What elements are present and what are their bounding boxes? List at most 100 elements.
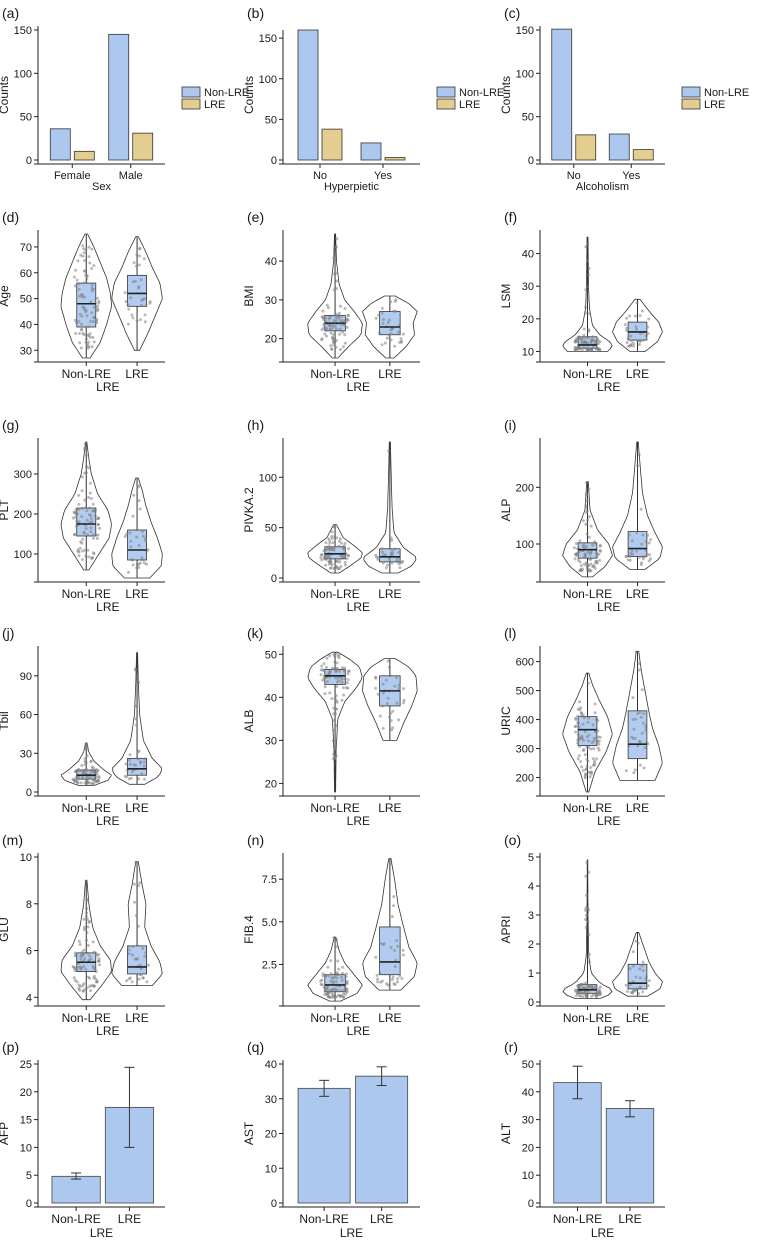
data-point: [339, 323, 343, 327]
bar-lre-female: [73, 150, 95, 161]
y-tick-label: 200: [516, 773, 534, 785]
data-point: [77, 520, 81, 524]
data-point: [341, 345, 345, 349]
data-point: [385, 702, 389, 706]
data-point: [345, 318, 349, 322]
data-point: [590, 984, 594, 988]
data-point: [333, 314, 337, 318]
data-point: [577, 754, 581, 758]
data-point: [389, 719, 393, 723]
box-lre: [127, 529, 147, 561]
data-point: [398, 566, 402, 570]
data-point: [333, 272, 336, 276]
data-point: [581, 722, 585, 726]
data-point: [74, 321, 78, 325]
data-point: [77, 282, 81, 286]
data-point: [83, 442, 87, 446]
data-point: [127, 952, 131, 956]
y-tick-label: 40: [522, 249, 534, 261]
data-point: [129, 776, 133, 780]
panel-a: (a) 0 50 100 150 Counts Female Male Sex Non-LRELR…: [0, 5, 249, 193]
data-point: [594, 730, 598, 734]
data-point: [88, 919, 92, 923]
data-point: [345, 982, 349, 986]
data-point: [586, 518, 590, 522]
data-point: [342, 693, 346, 697]
data-point: [332, 256, 336, 260]
data-point: [81, 244, 85, 248]
data-point: [585, 499, 589, 503]
data-point: [144, 951, 148, 955]
data-point: [589, 550, 593, 554]
data-point: [94, 508, 98, 512]
x-tick-label: Non-LRE: [553, 1212, 602, 1226]
x-tick-label: Non-LRE: [62, 801, 111, 815]
data-point: [396, 944, 400, 948]
data-point: [143, 757, 147, 761]
data-point: [326, 306, 330, 310]
data-point: [336, 988, 340, 991]
data-point: [597, 987, 601, 991]
data-point: [329, 315, 333, 319]
data-point: [132, 493, 136, 497]
data-point: [592, 993, 595, 997]
data-point: [593, 541, 597, 545]
data-point: [85, 986, 89, 990]
data-point: [343, 541, 347, 545]
data-point: [135, 535, 139, 539]
bar-non-lre-female: [49, 128, 71, 161]
data-point: [591, 335, 595, 339]
data-point: [324, 326, 328, 330]
data-point: [579, 564, 583, 568]
data-point: [77, 493, 81, 497]
y-tick-label: 100: [259, 74, 277, 86]
data-point: [144, 536, 147, 540]
data-point: [323, 685, 327, 689]
data-point: [92, 984, 96, 988]
panel-label: (f): [504, 209, 517, 225]
data-point: [334, 724, 338, 728]
data-point: [594, 736, 598, 740]
data-point: [597, 552, 601, 556]
data-point: [78, 341, 82, 345]
data-point: [341, 555, 345, 559]
y-tick-label: 20: [265, 334, 277, 346]
data-point: [327, 544, 331, 548]
data-point: [80, 775, 84, 779]
data-point: [333, 728, 337, 732]
data-point: [90, 311, 94, 315]
data-point: [325, 334, 328, 338]
data-point: [329, 959, 333, 963]
data-point: [320, 338, 324, 342]
data-point: [332, 653, 336, 657]
data-point: [89, 319, 93, 323]
data-point: [590, 339, 594, 343]
data-point: [338, 332, 341, 336]
data-point: [331, 739, 335, 743]
data-point: [629, 552, 633, 555]
x-axis-label: LRE: [96, 380, 119, 394]
x-axis-label: LRE: [90, 1226, 113, 1240]
y-tick-label: 500: [516, 686, 534, 698]
data-point: [634, 975, 638, 979]
data-point: [593, 711, 597, 715]
data-point: [593, 759, 597, 763]
data-point: [335, 680, 339, 684]
data-point: [585, 861, 589, 865]
data-point: [627, 533, 631, 537]
data-point: [343, 986, 347, 990]
data-point: [345, 990, 349, 994]
data-point: [81, 537, 85, 541]
data-point: [578, 985, 581, 989]
data-point: [642, 712, 646, 716]
data-point: [89, 989, 93, 993]
data-point: [324, 563, 328, 567]
data-point: [319, 673, 323, 677]
data-point: [636, 464, 640, 468]
data-point: [587, 739, 591, 743]
data-point: [92, 340, 96, 344]
data-point: [135, 264, 138, 268]
